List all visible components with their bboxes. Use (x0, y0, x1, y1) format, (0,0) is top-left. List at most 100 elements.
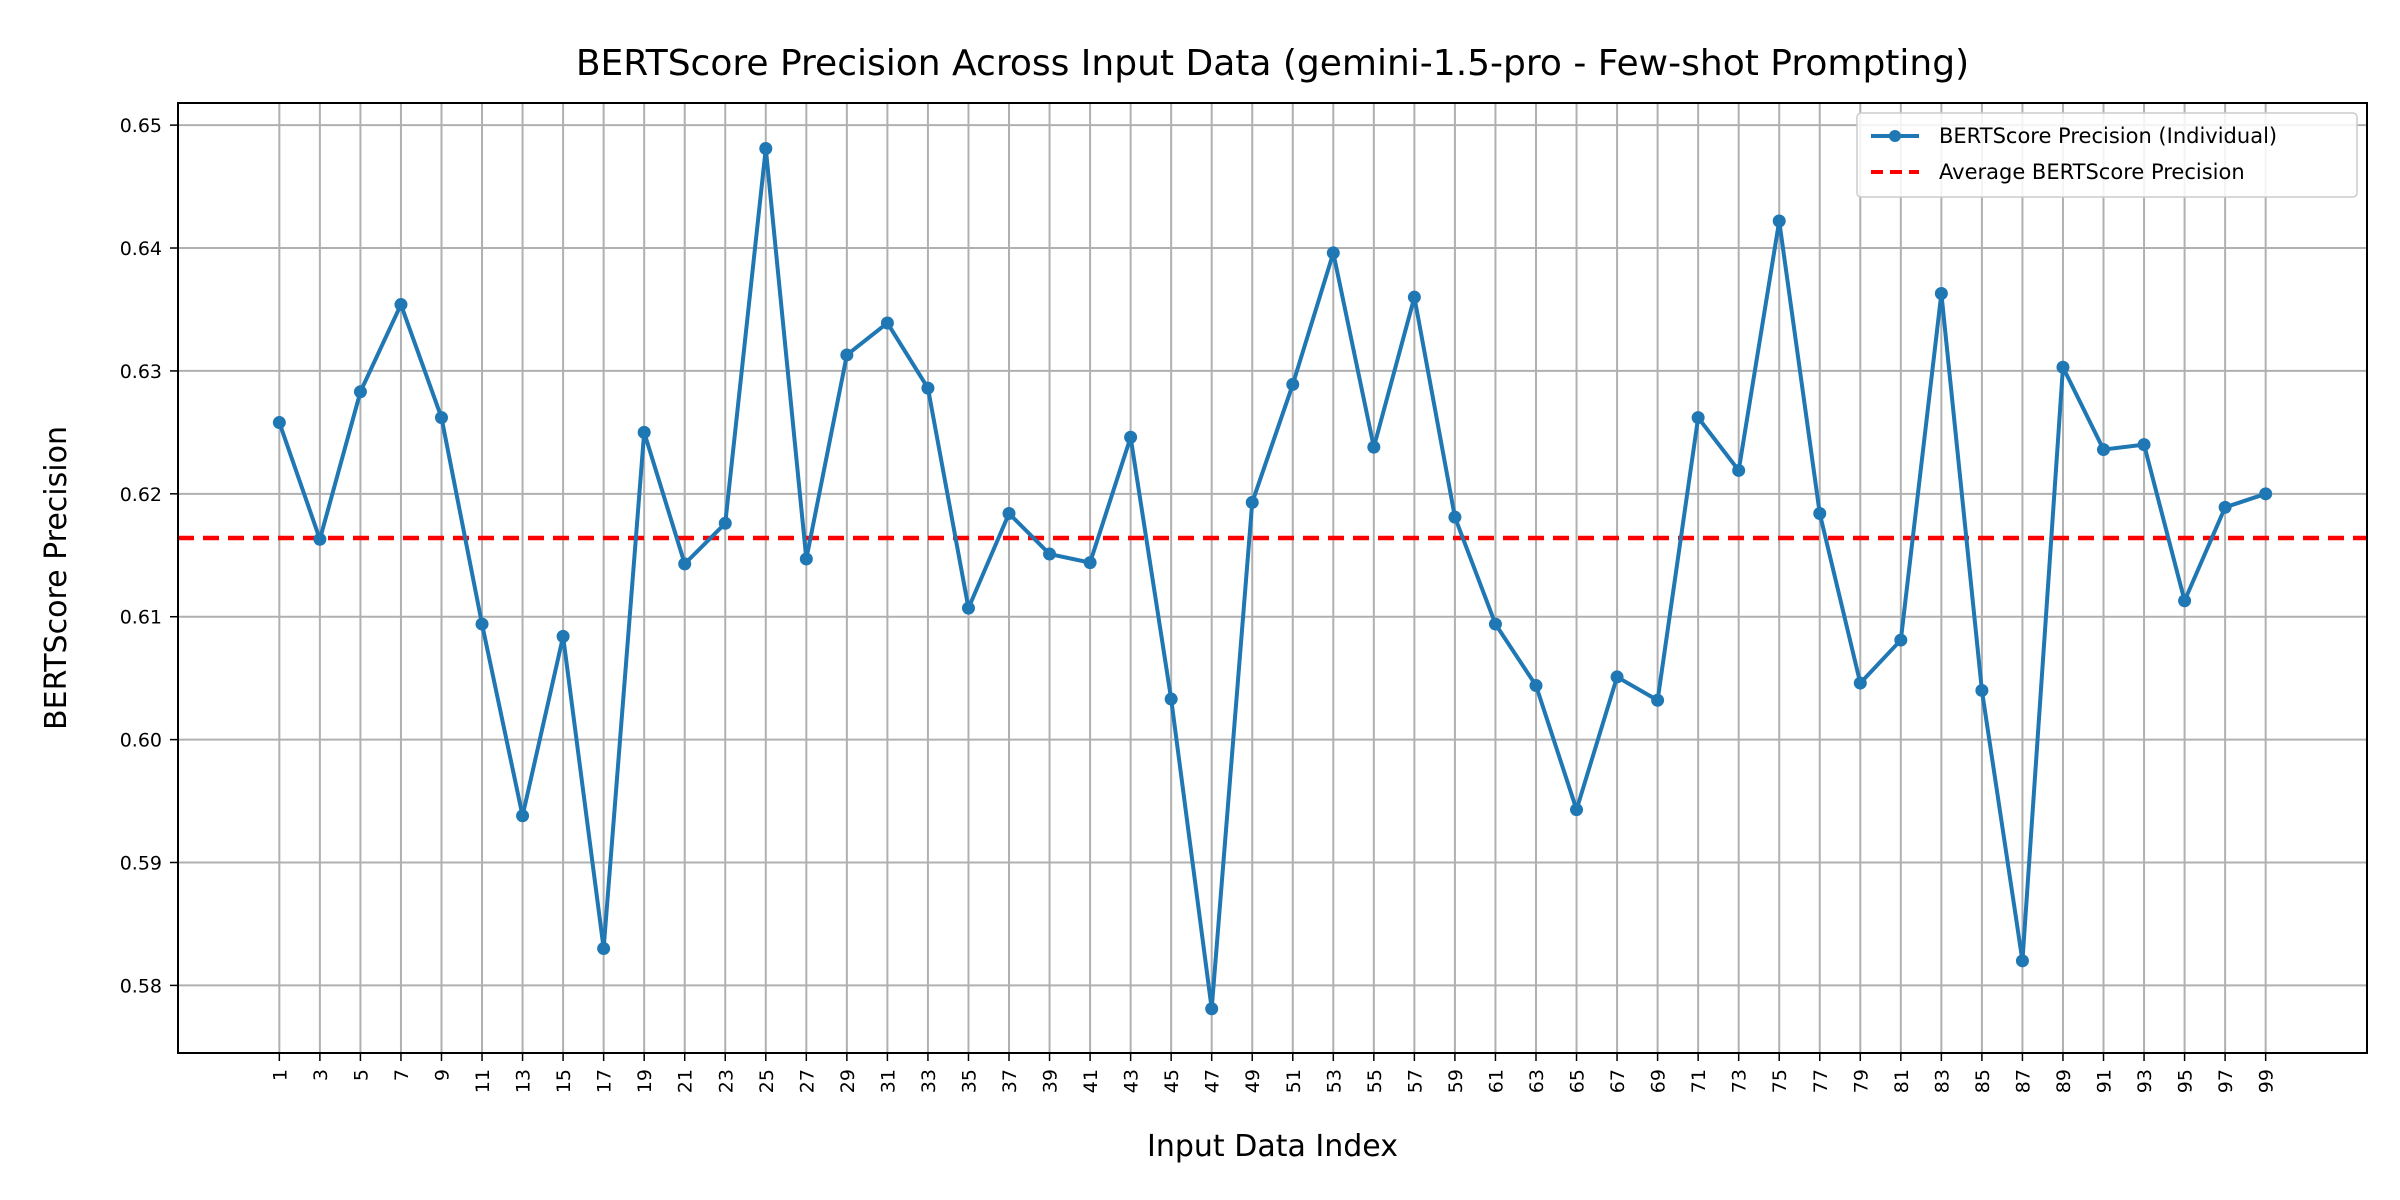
x-tick-label: 27 (796, 1069, 818, 1093)
x-tick-label: 61 (1485, 1069, 1507, 1093)
data-point (961, 601, 975, 615)
data-point (2259, 487, 2273, 501)
data-point (1691, 411, 1705, 425)
data-point (637, 425, 651, 439)
data-point (313, 532, 327, 546)
data-point (1205, 1002, 1219, 1016)
x-tick-label: 1 (269, 1069, 291, 1081)
x-axis-label: Input Data Index (1147, 1129, 1398, 1164)
x-tick-label: 11 (472, 1069, 494, 1093)
data-point (840, 348, 854, 362)
x-tick-label: 97 (2215, 1069, 2237, 1093)
x-tick-label: 79 (1850, 1069, 1872, 1093)
x-tick-label: 59 (1445, 1069, 1467, 1093)
x-tick-label: 35 (958, 1069, 980, 1093)
x-tick-label: 81 (1891, 1069, 1913, 1093)
x-tick-label: 91 (2094, 1069, 2116, 1093)
data-point (475, 617, 489, 631)
x-tick-label: 83 (1931, 1069, 1953, 1093)
data-point (434, 411, 448, 425)
y-tick-label: 0.59 (120, 853, 162, 875)
series-layer (272, 141, 2273, 1016)
y-tick-label: 0.64 (120, 238, 162, 260)
x-tick-label: 77 (1810, 1069, 1832, 1093)
data-point (799, 552, 813, 566)
data-point (394, 298, 408, 312)
y-tick-label: 0.65 (120, 115, 162, 137)
data-point (1448, 510, 1462, 524)
data-point (1164, 692, 1178, 706)
x-tick-label: 19 (634, 1069, 656, 1093)
x-tick-label: 93 (2134, 1069, 2156, 1093)
x-tick-label: 43 (1121, 1069, 1143, 1093)
data-point (1570, 803, 1584, 817)
data-point (1326, 246, 1340, 260)
data-point (2218, 500, 2232, 514)
x-tick-label: 89 (2053, 1069, 2075, 1093)
x-tick-label: 75 (1769, 1069, 1791, 1093)
chart-title: BERTScore Precision Across Input Data (g… (576, 43, 1969, 84)
data-point (2015, 954, 2029, 968)
data-point (921, 381, 935, 395)
x-tick-label: 69 (1648, 1069, 1670, 1093)
data-point (1934, 286, 1948, 300)
data-point (353, 385, 367, 399)
legend-label-average: Average BERTScore Precision (1939, 160, 2245, 184)
plot-frame (177, 102, 2368, 1054)
x-tick-label: 31 (877, 1069, 899, 1093)
x-tick-label: 21 (675, 1069, 697, 1093)
x-tick-label: 5 (350, 1069, 372, 1081)
x-tick-label: 41 (1080, 1069, 1102, 1093)
data-point (597, 942, 611, 956)
data-point (2056, 360, 2070, 374)
data-point (1853, 676, 1867, 690)
data-point (1043, 547, 1057, 561)
x-tick-label: 49 (1242, 1069, 1264, 1093)
x-tick-label: 23 (715, 1069, 737, 1093)
data-point (1975, 683, 1989, 697)
data-point (759, 141, 773, 155)
x-tick-label: 17 (594, 1069, 616, 1093)
x-tick-label: 87 (2012, 1069, 2034, 1093)
x-tick-label: 95 (2175, 1069, 2197, 1093)
data-point (1286, 377, 1300, 391)
grid (178, 103, 2367, 1053)
data-point (2137, 438, 2151, 452)
y-tick-label: 0.58 (120, 975, 162, 997)
data-point (1002, 506, 1016, 520)
data-point (1367, 440, 1381, 454)
y-tick-label: 0.62 (120, 484, 162, 506)
data-point (880, 316, 894, 330)
data-point (1407, 290, 1421, 304)
y-axis-label: BERTScore Precision (39, 426, 74, 730)
legend-label-individual: BERTScore Precision (Individual) (1939, 124, 2277, 148)
data-point (718, 516, 732, 530)
x-tick-label: 63 (1526, 1069, 1548, 1093)
data-point (1529, 679, 1543, 693)
x-tick-label: 67 (1607, 1069, 1629, 1093)
legend-box (1856, 112, 2358, 198)
x-tick-label: 85 (1972, 1069, 1994, 1093)
x-tick-label: 55 (1364, 1069, 1386, 1093)
x-axis-ticks: 1 3 5 7 9 11 13 15 17 19 21 23 25 27 29 31 33 35 37 39 41 43 4… (269, 1053, 2278, 1093)
x-tick-label: 37 (999, 1069, 1021, 1093)
data-point (1813, 506, 1827, 520)
x-tick-label: 71 (1688, 1069, 1710, 1093)
data-point (2178, 594, 2192, 608)
x-tick-label: 7 (391, 1069, 413, 1081)
data-point (272, 416, 286, 430)
data-point (1124, 430, 1138, 444)
data-point (2097, 443, 2111, 457)
x-tick-label: 29 (837, 1069, 859, 1093)
x-tick-label: 99 (2256, 1069, 2278, 1093)
x-tick-label: 65 (1567, 1069, 1589, 1093)
data-point (516, 809, 530, 823)
x-tick-label: 39 (1040, 1069, 1062, 1093)
x-tick-label: 15 (553, 1069, 575, 1093)
x-tick-label: 51 (1283, 1069, 1305, 1093)
x-tick-label: 47 (1202, 1069, 1224, 1093)
x-tick-label: 3 (310, 1069, 332, 1081)
data-point (1732, 463, 1746, 477)
